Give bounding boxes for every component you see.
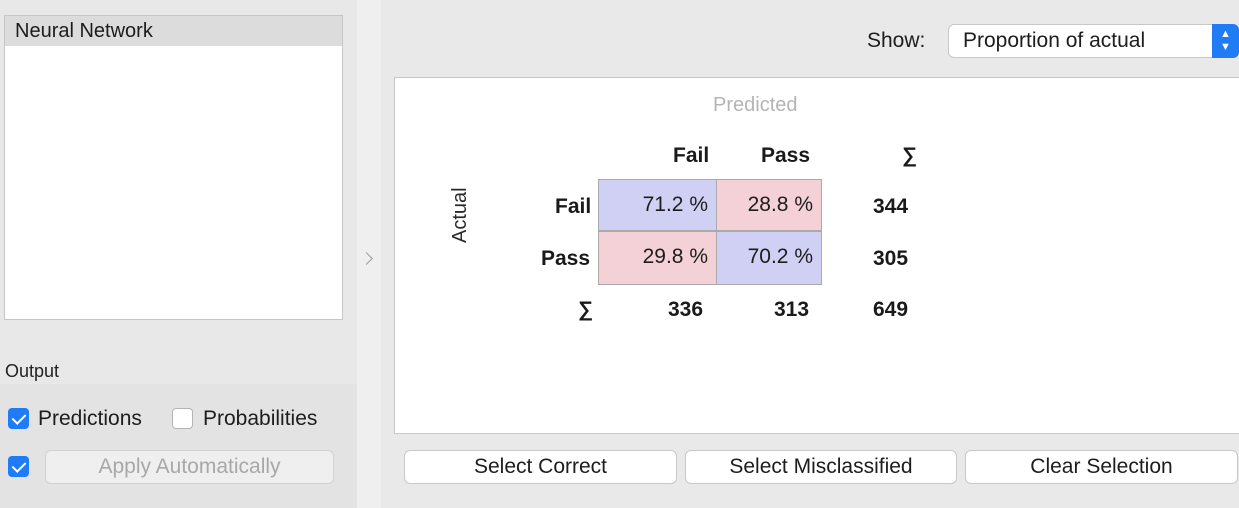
panel-splitter[interactable] [357, 0, 381, 508]
apply-automatically-button[interactable]: Apply Automatically [45, 450, 334, 484]
matrix-cell-pass-pass[interactable]: 70.2 % [717, 232, 821, 284]
checkmark-icon [11, 457, 26, 473]
model-list-item[interactable]: Neural Network [5, 16, 342, 46]
clear-selection-button[interactable]: Clear Selection [965, 450, 1238, 484]
confusion-matrix-panel: Predicted Actual Fail Pass ∑ Fail Pass ∑… [394, 77, 1239, 434]
output-section [0, 384, 357, 508]
row-total-fail: 344 [873, 195, 909, 218]
row-header-fail: Fail [555, 195, 592, 218]
row-total-pass: 305 [873, 247, 909, 270]
left-panel: Neural Network Output Predictions Probab… [0, 0, 357, 508]
matrix-cell-pass-fail[interactable]: 29.8 % [599, 232, 716, 284]
show-select-value[interactable]: Proportion of actual [963, 29, 1146, 52]
grand-total: 649 [873, 298, 909, 321]
show-select[interactable]: Proportion of actual ▲ ▼ [948, 24, 1239, 58]
row-header-pass: Pass [541, 247, 591, 270]
main-area: Show: Proportion of actual ▲ ▼ Predicted … [381, 0, 1239, 508]
output-section-label: Output [5, 361, 60, 381]
column-header-pass: Pass [761, 144, 811, 167]
matrix-cell-fail-fail[interactable]: 71.2 % [599, 180, 716, 230]
column-header-sum: ∑ [902, 144, 917, 167]
predictions-checkbox[interactable] [8, 408, 29, 429]
auto-apply-checkbox[interactable] [8, 456, 29, 477]
column-header-fail: Fail [673, 144, 710, 167]
probabilities-label[interactable]: Probabilities [203, 407, 318, 430]
select-correct-button[interactable]: Select Correct [404, 450, 677, 484]
probabilities-checkbox[interactable] [172, 408, 193, 429]
actual-axis-label: Actual [449, 187, 471, 243]
column-total-pass: 313 [774, 298, 810, 321]
row-header-sum: ∑ [578, 298, 593, 321]
checkmark-icon [11, 409, 26, 425]
model-list[interactable]: Neural Network [4, 15, 343, 320]
matrix-grid[interactable]: 71.2 % 28.8 % 29.8 % 70.2 % [598, 179, 822, 285]
show-label: Show: [867, 29, 926, 52]
predicted-axis-label: Predicted [713, 94, 798, 116]
column-total-fail: 336 [668, 298, 704, 321]
select-misclassified-button[interactable]: Select Misclassified [685, 450, 957, 484]
predictions-label[interactable]: Predictions [38, 407, 142, 430]
select-arrows-icon[interactable]: ▲ ▼ [1212, 24, 1239, 58]
chevron-right-icon[interactable] [360, 252, 373, 265]
matrix-cell-fail-pass[interactable]: 28.8 % [717, 180, 821, 230]
